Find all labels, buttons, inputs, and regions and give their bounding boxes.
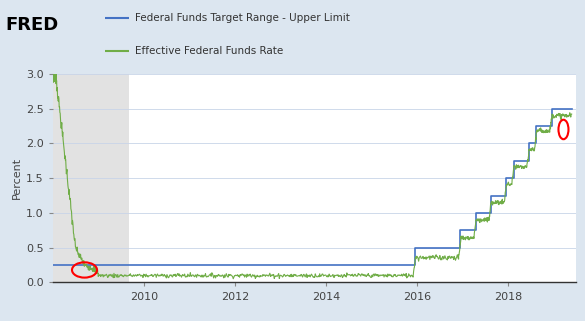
Text: Effective Federal Funds Rate: Effective Federal Funds Rate [135, 46, 283, 56]
Text: Federal Funds Target Range - Upper Limit: Federal Funds Target Range - Upper Limit [135, 13, 349, 23]
Bar [53, 74, 129, 282]
Text: FRED: FRED [6, 16, 59, 34]
Y-axis label: Percent: Percent [12, 157, 22, 199]
